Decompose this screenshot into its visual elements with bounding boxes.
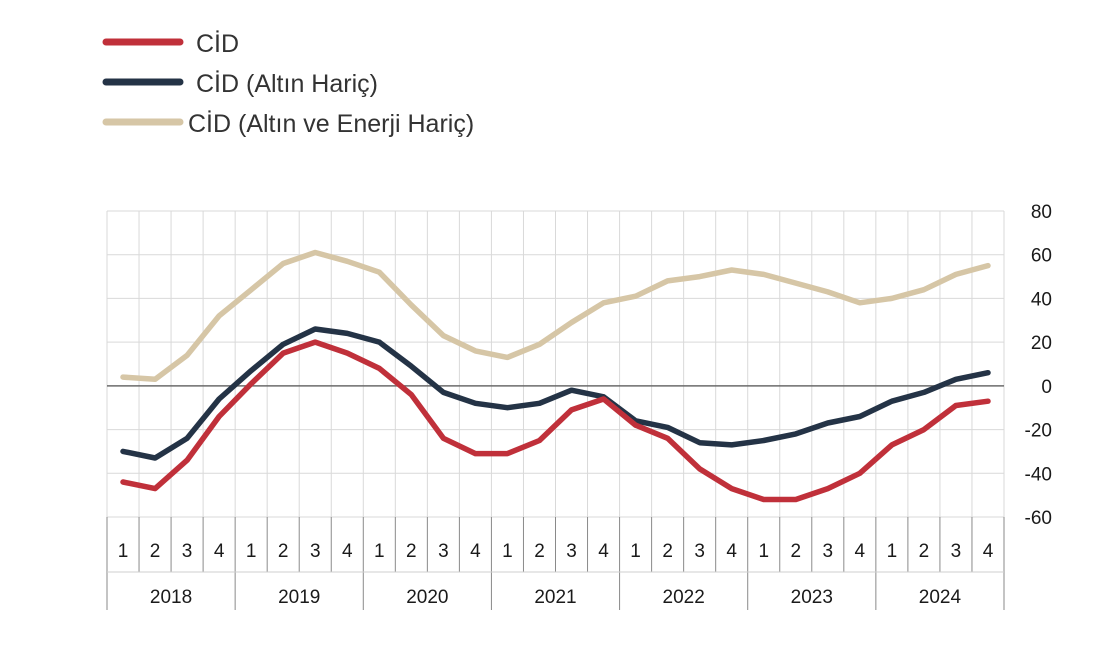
x-tick-label: 4 [214, 541, 225, 562]
x-year-label: 2024 [919, 587, 962, 608]
gridlines [106, 210, 1005, 518]
x-tick-label: 2 [278, 541, 289, 562]
y-axis-tick-labels: 80 60 40 20 0 -20 -40 -60 [1025, 202, 1052, 529]
x-year-label: 2018 [150, 587, 192, 608]
x-tick-label: 4 [726, 541, 737, 562]
x-tick-label: 4 [855, 541, 866, 562]
series-line [120, 339, 991, 503]
y-tick-label: -20 [1025, 421, 1052, 442]
y-tick-label: 80 [1031, 202, 1052, 223]
x-year-label: 2020 [406, 587, 448, 608]
x-year-label: 2021 [534, 587, 576, 608]
x-tick-label: 3 [694, 541, 705, 562]
y-tick-label: 60 [1031, 246, 1052, 267]
x-tick-label: 3 [310, 541, 321, 562]
y-tick-label: -60 [1025, 508, 1052, 529]
series-lines [120, 249, 991, 503]
y-tick-label: 0 [1041, 377, 1052, 398]
x-tick-label: 4 [342, 541, 353, 562]
x-tick-label: 1 [758, 541, 769, 562]
series-line [120, 249, 991, 383]
x-tick-label: 2 [919, 541, 930, 562]
x-tick-label: 2 [150, 541, 161, 562]
legend-label-cid: CİD [196, 29, 239, 58]
x-tick-label: 2 [534, 541, 545, 562]
x-tick-label: 3 [951, 541, 962, 562]
x-tick-label: 1 [887, 541, 898, 562]
legend-label-cid-altin-enerji-haric: CİD (Altın ve Enerji Hariç) [188, 109, 474, 138]
legend: CİD CİD (Altın Hariç) CİD (Altın ve Ener… [102, 29, 474, 138]
y-tick-label: -40 [1025, 464, 1052, 485]
x-tick-label: 2 [406, 541, 417, 562]
x-tick-label: 1 [374, 541, 385, 562]
x-tick-label: 4 [470, 541, 481, 562]
y-tick-label: 40 [1031, 289, 1052, 310]
series-line [120, 326, 991, 461]
x-tick-label: 4 [983, 541, 994, 562]
x-year-label: 2022 [663, 587, 705, 608]
x-tick-label: 1 [630, 541, 641, 562]
x-tick-label: 3 [438, 541, 449, 562]
x-tick-label: 2 [662, 541, 673, 562]
x-tick-label: 1 [502, 541, 513, 562]
x-tick-label: 4 [598, 541, 609, 562]
y-tick-label: 20 [1031, 333, 1052, 354]
x-tick-label: 1 [118, 541, 129, 562]
x-year-label: 2019 [278, 587, 320, 608]
legend-label-cid-altin-haric: CİD (Altın Hariç) [196, 69, 378, 98]
x-tick-label: 2 [790, 541, 801, 562]
x-tick-label: 3 [182, 541, 193, 562]
x-tick-label: 1 [246, 541, 257, 562]
x-tick-label: 3 [566, 541, 577, 562]
x-year-label: 2023 [791, 587, 833, 608]
x-tick-label: 3 [823, 541, 834, 562]
